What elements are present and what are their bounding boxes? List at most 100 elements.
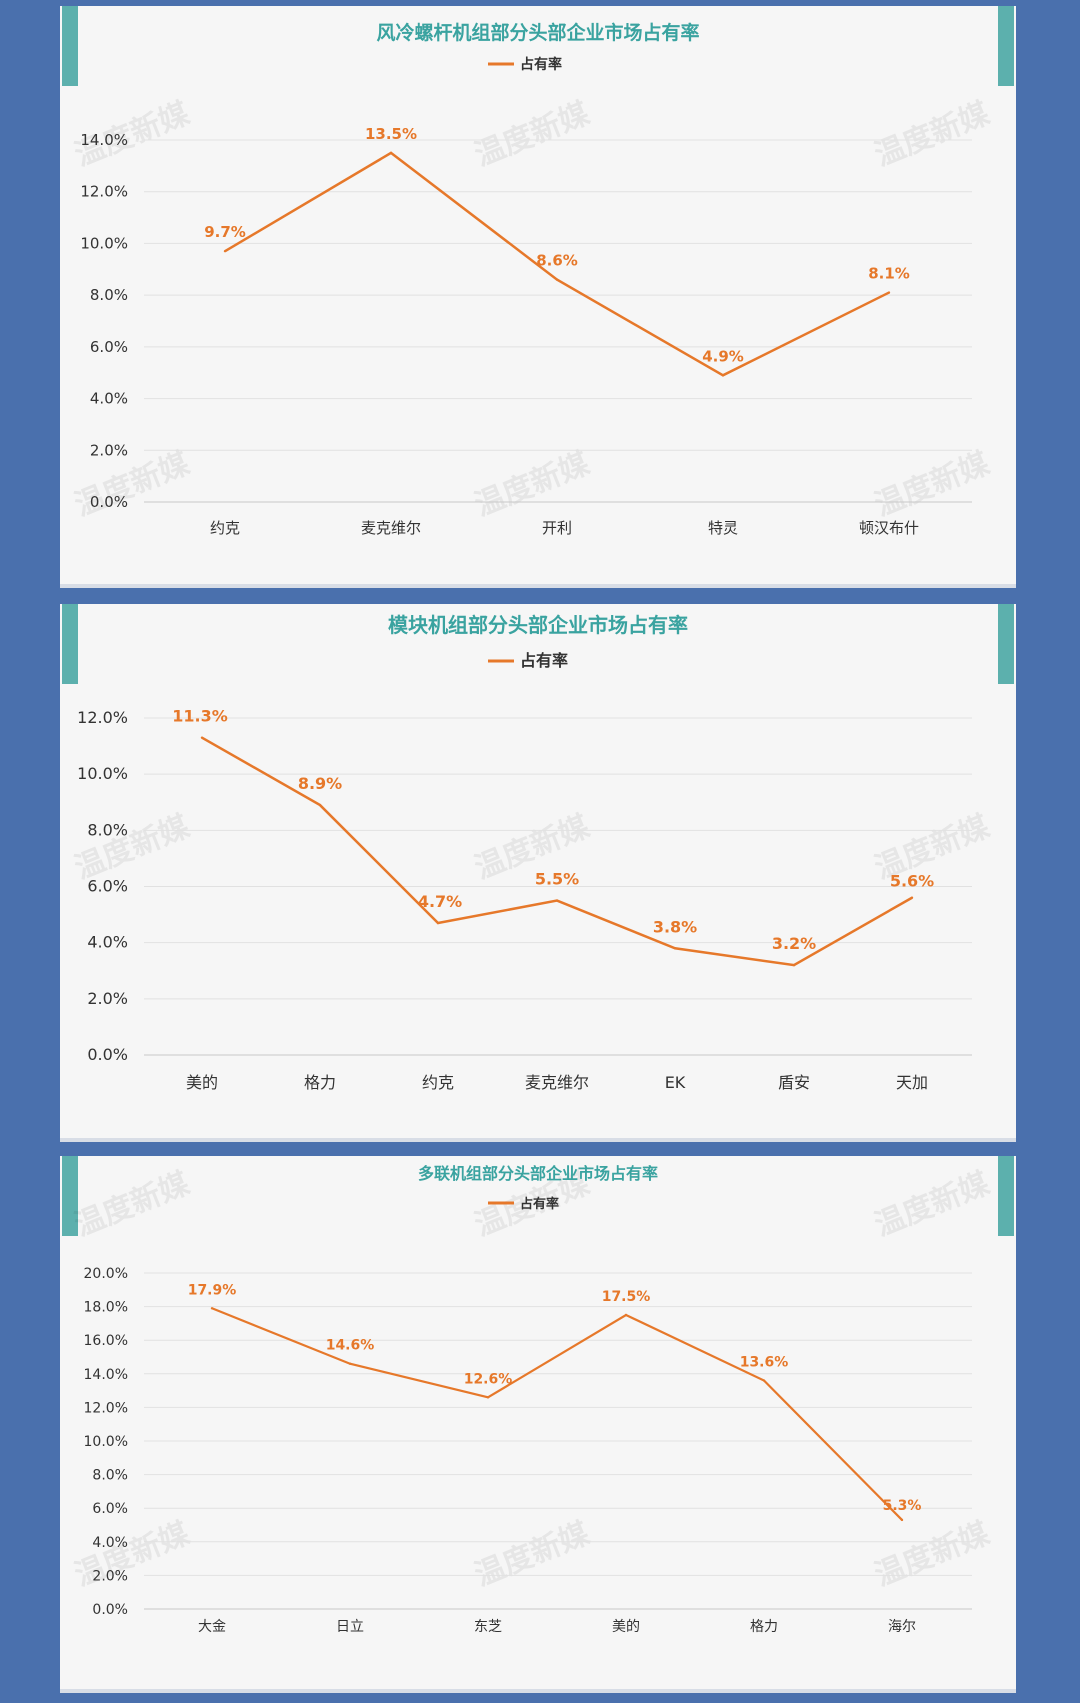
x-tick-label: 美的 — [612, 1619, 640, 1635]
data-label: 4.9% — [702, 347, 744, 365]
y-tick-label: 4.0% — [90, 390, 128, 408]
data-label: 8.6% — [536, 252, 578, 270]
data-point — [436, 921, 440, 925]
data-point — [900, 1518, 904, 1522]
y-tick-label: 2.0% — [90, 441, 128, 459]
legend-label: 占有率 — [520, 56, 562, 73]
watermark: 温度新媒 — [70, 446, 195, 524]
accent-bar-left — [62, 604, 78, 684]
chart-title: 多联机组部分头部企业市场占有率 — [418, 1164, 658, 1183]
y-tick-label: 0.0% — [92, 1602, 128, 1618]
y-tick-label: 12.0% — [80, 183, 128, 201]
chart-panel-vrf: 温度新媒 温度新媒 温度新媒 温度新媒 温度新媒 温度新媒 多联机组部分头部企业市场占有率占… — [60, 1156, 1016, 1693]
data-point — [210, 1307, 214, 1310]
y-tick-label: 10.0% — [84, 1434, 128, 1450]
x-tick-label: 开利 — [542, 519, 572, 537]
x-tick-label: 约克 — [210, 519, 240, 537]
data-label: 5.6% — [890, 872, 934, 891]
x-tick-label: 盾安 — [778, 1073, 810, 1092]
x-tick-label: 天加 — [896, 1073, 928, 1092]
chart-panel-modular: 温度新媒 温度新媒 温度新媒 模块机组部分头部企业市场占有率 占有率 0.0% 2.0% 4.… — [60, 604, 1016, 1142]
data-label: 9.7% — [204, 223, 246, 241]
accent-bar-left — [62, 6, 78, 86]
data-label: 12.6% — [464, 1371, 513, 1387]
x-tick-label: EK — [665, 1073, 686, 1092]
y-tick-label: 6.0% — [90, 338, 128, 356]
x-tick-label: 顿汉布什 — [859, 519, 919, 537]
data-point — [200, 736, 204, 739]
x-tick-label: 特灵 — [708, 519, 738, 537]
y-tick-label: 8.0% — [92, 1468, 128, 1484]
watermark: 温度新媒 — [470, 96, 595, 174]
watermark: 温度新媒 — [70, 1516, 195, 1594]
data-point — [486, 1396, 490, 1399]
data-label: 14.6% — [326, 1338, 375, 1354]
data-label: 8.9% — [298, 774, 342, 793]
chart-title: 风冷螺杆机组部分头部企业市场占有率 — [376, 21, 699, 44]
x-tick-label: 麦克维尔 — [525, 1073, 589, 1092]
y-tick-label: 2.0% — [92, 1568, 128, 1584]
x-tick-label: 美的 — [186, 1073, 218, 1092]
data-point — [223, 249, 227, 253]
y-tick-label: 12.0% — [84, 1400, 128, 1416]
watermark: 温度新媒 — [870, 446, 995, 524]
accent-bar-right — [998, 6, 1014, 86]
chart-title: 模块机组部分头部企业市场占有率 — [388, 613, 688, 637]
legend-label: 占有率 — [520, 1196, 559, 1212]
line-chart: 温度新媒 温度新媒 温度新媒模块机组部分头部企业市场占有率占有率0.0%2.0%4.… — [70, 613, 995, 1092]
accent-bar-right — [998, 604, 1014, 684]
y-tick-label: 12.0% — [77, 708, 128, 727]
y-tick-label: 14.0% — [84, 1367, 128, 1383]
chart-panel-air-cooled-screw: 温度新媒 温度新媒 温度新媒 温度新媒 温度新媒 温度新媒 风冷螺杆机组部分头部企业市场占有… — [60, 6, 1016, 588]
watermark: 温度新媒 — [470, 1516, 595, 1594]
x-tick-label: 麦克维尔 — [361, 519, 421, 537]
data-point — [318, 803, 322, 807]
y-tick-label: 8.0% — [90, 286, 128, 304]
data-label: 3.8% — [653, 917, 697, 936]
data-label: 13.6% — [740, 1355, 789, 1371]
data-point — [673, 947, 677, 950]
y-tick-label: 8.0% — [87, 820, 128, 839]
data-point — [721, 374, 725, 377]
y-tick-label: 6.0% — [87, 877, 128, 896]
watermark: 温度新媒 — [70, 1166, 195, 1244]
y-tick-label: 2.0% — [87, 989, 128, 1008]
data-point — [555, 899, 559, 902]
data-point — [624, 1313, 628, 1317]
legend-label: 占有率 — [520, 651, 568, 670]
data-label: 3.2% — [772, 934, 816, 953]
x-tick-label: 日立 — [336, 1619, 364, 1635]
data-label: 13.5% — [365, 125, 417, 143]
data-label: 4.7% — [418, 892, 462, 911]
y-tick-label: 0.0% — [90, 493, 128, 511]
watermark: 温度新媒 — [870, 1516, 995, 1594]
y-tick-label: 20.0% — [84, 1266, 128, 1282]
data-point — [887, 291, 891, 294]
data-point — [389, 151, 393, 155]
accent-bar-left — [62, 1156, 78, 1236]
x-tick-label: 海尔 — [888, 1619, 916, 1635]
data-label: 5.5% — [535, 870, 579, 889]
y-tick-label: 10.0% — [80, 234, 128, 252]
y-tick-label: 4.0% — [92, 1535, 128, 1551]
watermark: 温度新媒 — [870, 1166, 995, 1244]
watermark: 温度新媒 — [470, 446, 595, 524]
series-line-market-share — [211, 1307, 903, 1521]
y-tick-label: 18.0% — [84, 1300, 128, 1316]
data-point — [555, 278, 559, 281]
data-label: 5.3% — [883, 1498, 922, 1514]
x-tick-label: 格力 — [304, 1073, 336, 1092]
watermark: 温度新媒 — [870, 96, 995, 174]
y-tick-label: 4.0% — [87, 933, 128, 952]
x-tick-label: 约克 — [422, 1073, 454, 1092]
data-label: 17.9% — [188, 1282, 237, 1298]
data-point — [762, 1379, 766, 1382]
x-tick-label: 东芝 — [474, 1619, 502, 1635]
data-point — [910, 896, 914, 899]
y-tick-label: 14.0% — [80, 131, 128, 149]
accent-bar-right — [998, 1156, 1014, 1236]
data-label: 17.5% — [602, 1289, 651, 1305]
data-label: 11.3% — [172, 707, 228, 726]
